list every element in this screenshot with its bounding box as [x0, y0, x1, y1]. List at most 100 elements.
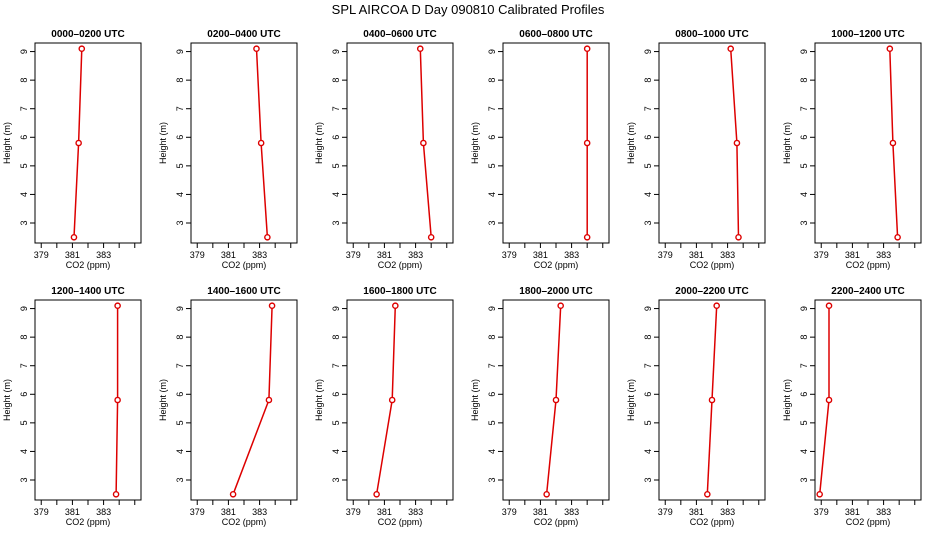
y-axis-label: Height (m) — [470, 379, 480, 421]
y-tick-label: 4 — [487, 192, 497, 197]
y-tick-label: 3 — [799, 220, 809, 225]
y-tick-label: 3 — [175, 477, 185, 482]
data-point — [727, 45, 735, 53]
y-tick-label: 9 — [175, 49, 185, 54]
y-tick-label: 7 — [175, 106, 185, 111]
y-tick-label: 9 — [799, 49, 809, 54]
y-tick-label: 5 — [487, 163, 497, 168]
y-tick-label: 7 — [643, 106, 653, 111]
x-tick-label: 381 — [533, 250, 548, 260]
y-tick-label: 8 — [487, 335, 497, 340]
y-tick-label: 9 — [331, 49, 341, 54]
y-tick-label: 3 — [331, 477, 341, 482]
data-point — [78, 45, 86, 53]
panel-title: 2000–2200 UTC — [675, 286, 748, 297]
y-tick-label: 3 — [175, 220, 185, 225]
y-tick-label: 3 — [19, 477, 29, 482]
y-tick-label: 8 — [175, 78, 185, 83]
x-tick-label: 381 — [533, 507, 548, 517]
data-point — [816, 490, 823, 498]
y-tick-label: 5 — [643, 420, 653, 425]
data-point — [583, 45, 591, 53]
x-tick-label: 381 — [845, 250, 860, 260]
y-tick-label: 5 — [487, 420, 497, 425]
y-tick-label: 3 — [487, 477, 497, 482]
x-tick-label: 383 — [96, 507, 111, 517]
y-tick-label: 3 — [643, 477, 653, 482]
data-point — [894, 233, 901, 241]
x-axis-label: CO2 (ppm) — [690, 260, 735, 270]
panel-title: 1000–1200 UTC — [831, 29, 904, 40]
y-axis-label: Height (m) — [626, 379, 636, 421]
data-point — [112, 490, 120, 498]
x-tick-label: 383 — [96, 250, 111, 260]
y-tick-label: 3 — [799, 477, 809, 482]
data-point — [264, 233, 271, 241]
y-tick-label: 7 — [331, 363, 341, 368]
y-tick-label: 6 — [175, 135, 185, 140]
x-tick-label: 383 — [252, 250, 267, 260]
data-point — [392, 302, 399, 310]
x-tick-label: 381 — [845, 507, 860, 517]
data-point — [114, 302, 121, 310]
y-axis-label: Height (m) — [782, 379, 792, 421]
y-tick-label: 7 — [19, 106, 29, 111]
panel-title: 0600–0800 UTC — [519, 29, 592, 40]
y-tick-label: 7 — [799, 106, 809, 111]
y-tick-label: 9 — [487, 306, 497, 311]
y-tick-label: 7 — [487, 363, 497, 368]
y-tick-label: 4 — [643, 192, 653, 197]
y-tick-label: 6 — [331, 135, 341, 140]
x-tick-label: 383 — [876, 250, 891, 260]
panel-title: 2200–2400 UTC — [831, 286, 904, 297]
data-point — [889, 139, 897, 147]
data-point — [257, 139, 265, 147]
panel-title: 0800–1000 UTC — [675, 29, 748, 40]
data-point — [825, 302, 833, 310]
y-tick-label: 4 — [19, 449, 29, 454]
profile-panel: 0400–0600 UTC 379 381 383 3 4 5 6 7 8 9 CO2 (ppm) He… — [314, 29, 454, 270]
x-tick-label: 381 — [221, 250, 236, 260]
profile-panel: 1000–1200 UTC 379 381 383 3 4 5 6 7 8 9 CO2 (ppm) He… — [782, 29, 922, 270]
y-tick-label: 6 — [643, 392, 653, 397]
x-axis-label: CO2 (ppm) — [222, 517, 267, 527]
y-tick-label: 7 — [175, 363, 185, 368]
y-tick-label: 9 — [487, 49, 497, 54]
profile-panel: 0000–0200 UTC 379 381 383 3 4 5 6 7 8 9 CO2 (ppm) He… — [2, 29, 142, 270]
data-point — [75, 139, 82, 147]
x-axis-label: CO2 (ppm) — [846, 260, 891, 270]
y-tick-label: 9 — [175, 306, 185, 311]
y-tick-label: 5 — [175, 163, 185, 168]
y-tick-label: 4 — [643, 449, 653, 454]
y-tick-label: 4 — [799, 192, 809, 197]
plot-frame — [190, 42, 298, 244]
y-tick-label: 8 — [487, 78, 497, 83]
x-axis-label: CO2 (ppm) — [378, 260, 423, 270]
y-tick-label: 4 — [487, 449, 497, 454]
x-tick-label: 381 — [377, 250, 392, 260]
x-tick-label: 383 — [564, 250, 579, 260]
x-axis-label: CO2 (ppm) — [534, 517, 579, 527]
x-tick-label: 379 — [658, 250, 673, 260]
data-point — [373, 490, 380, 498]
plot-frame — [814, 42, 922, 244]
x-axis-label: CO2 (ppm) — [690, 517, 735, 527]
y-tick-label: 5 — [799, 420, 809, 425]
panel-title: 0000–0200 UTC — [51, 29, 124, 40]
data-point — [733, 139, 741, 147]
profile-panel: 1600–1800 UTC 379 381 383 3 4 5 6 7 8 9 CO2 (ppm) He… — [314, 286, 454, 527]
panel-title: 1400–1600 UTC — [207, 286, 280, 297]
y-tick-label: 9 — [643, 49, 653, 54]
y-tick-label: 7 — [331, 106, 341, 111]
x-tick-label: 383 — [876, 507, 891, 517]
y-tick-label: 6 — [487, 135, 497, 140]
x-tick-label: 379 — [190, 507, 205, 517]
panel-title: 1800–2000 UTC — [519, 286, 592, 297]
y-tick-label: 6 — [643, 135, 653, 140]
x-tick-label: 381 — [65, 507, 80, 517]
y-tick-label: 8 — [331, 335, 341, 340]
profile-panel: 1800–2000 UTC 379 381 383 3 4 5 6 7 8 9 CO2 (ppm) He… — [470, 286, 610, 527]
x-tick-label: 379 — [346, 250, 361, 260]
